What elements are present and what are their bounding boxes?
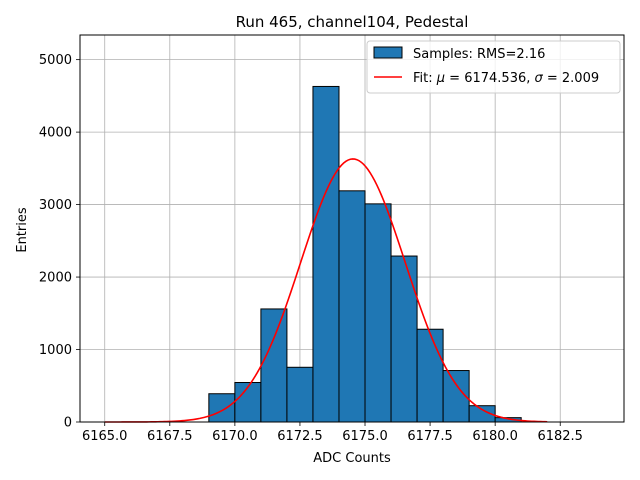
legend: Samples: RMS=2.16 Fit: μ = 6174.536, σ =… [366,40,621,94]
y-tick-label: 2000 [39,271,72,286]
histogram-bar [416,328,444,423]
legend-sigma-symbol: σ [535,71,544,86]
y-tick-label: 5000 [39,53,72,68]
x-tick-label: 6177.5 [407,429,453,444]
histogram-bar [286,366,314,423]
y-tick-label: 3000 [39,198,72,213]
histogram-bar [338,190,366,423]
x-tick-label: 6180.0 [472,429,518,444]
x-tick-label: 6170.0 [212,429,258,444]
legend-samples-swatch [373,46,403,59]
x-tick-label: 6167.5 [147,429,193,444]
legend-samples-label: Samples: RMS=2.16 [413,47,545,62]
legend-mu-value: = 6174.536, [445,71,534,86]
x-tick-label: 6182.5 [537,429,583,444]
histogram-bar [260,308,288,423]
x-tick-label: 6175.0 [342,429,388,444]
chart-title: Run 465, channel104, Pedestal [236,13,469,31]
histogram-bar [390,255,418,423]
y-axis-ticks: 0 1000 2000 3000 4000 5000 [39,53,80,431]
legend-mu-symbol: μ [436,71,445,86]
histogram-bars [208,85,522,423]
histogram-bar [312,85,340,423]
y-tick-label: 4000 [39,126,72,141]
y-tick-label: 0 [64,416,72,431]
fit-curve [104,158,548,423]
plot-frame [79,34,625,423]
legend-box [366,40,621,94]
y-tick-label: 1000 [39,343,72,358]
x-tick-label: 6165.0 [82,429,128,444]
x-axis-ticks: 6165.0 6167.5 6170.0 6172.5 6175.0 6177.5 6180… [82,422,583,444]
x-tick-label: 6172.5 [277,429,323,444]
y-axis-label: Entries [15,207,30,253]
x-axis-label: ADC Counts [313,451,391,466]
legend-fit-label: Fit: μ = 6174.536, σ = 2.009 [413,71,599,86]
histogram-bar [208,393,236,423]
legend-sigma-value: = 2.009 [543,71,599,86]
legend-fit-prefix: Fit: [413,71,437,86]
histogram-bar [364,203,392,423]
histogram-bar [234,382,262,423]
